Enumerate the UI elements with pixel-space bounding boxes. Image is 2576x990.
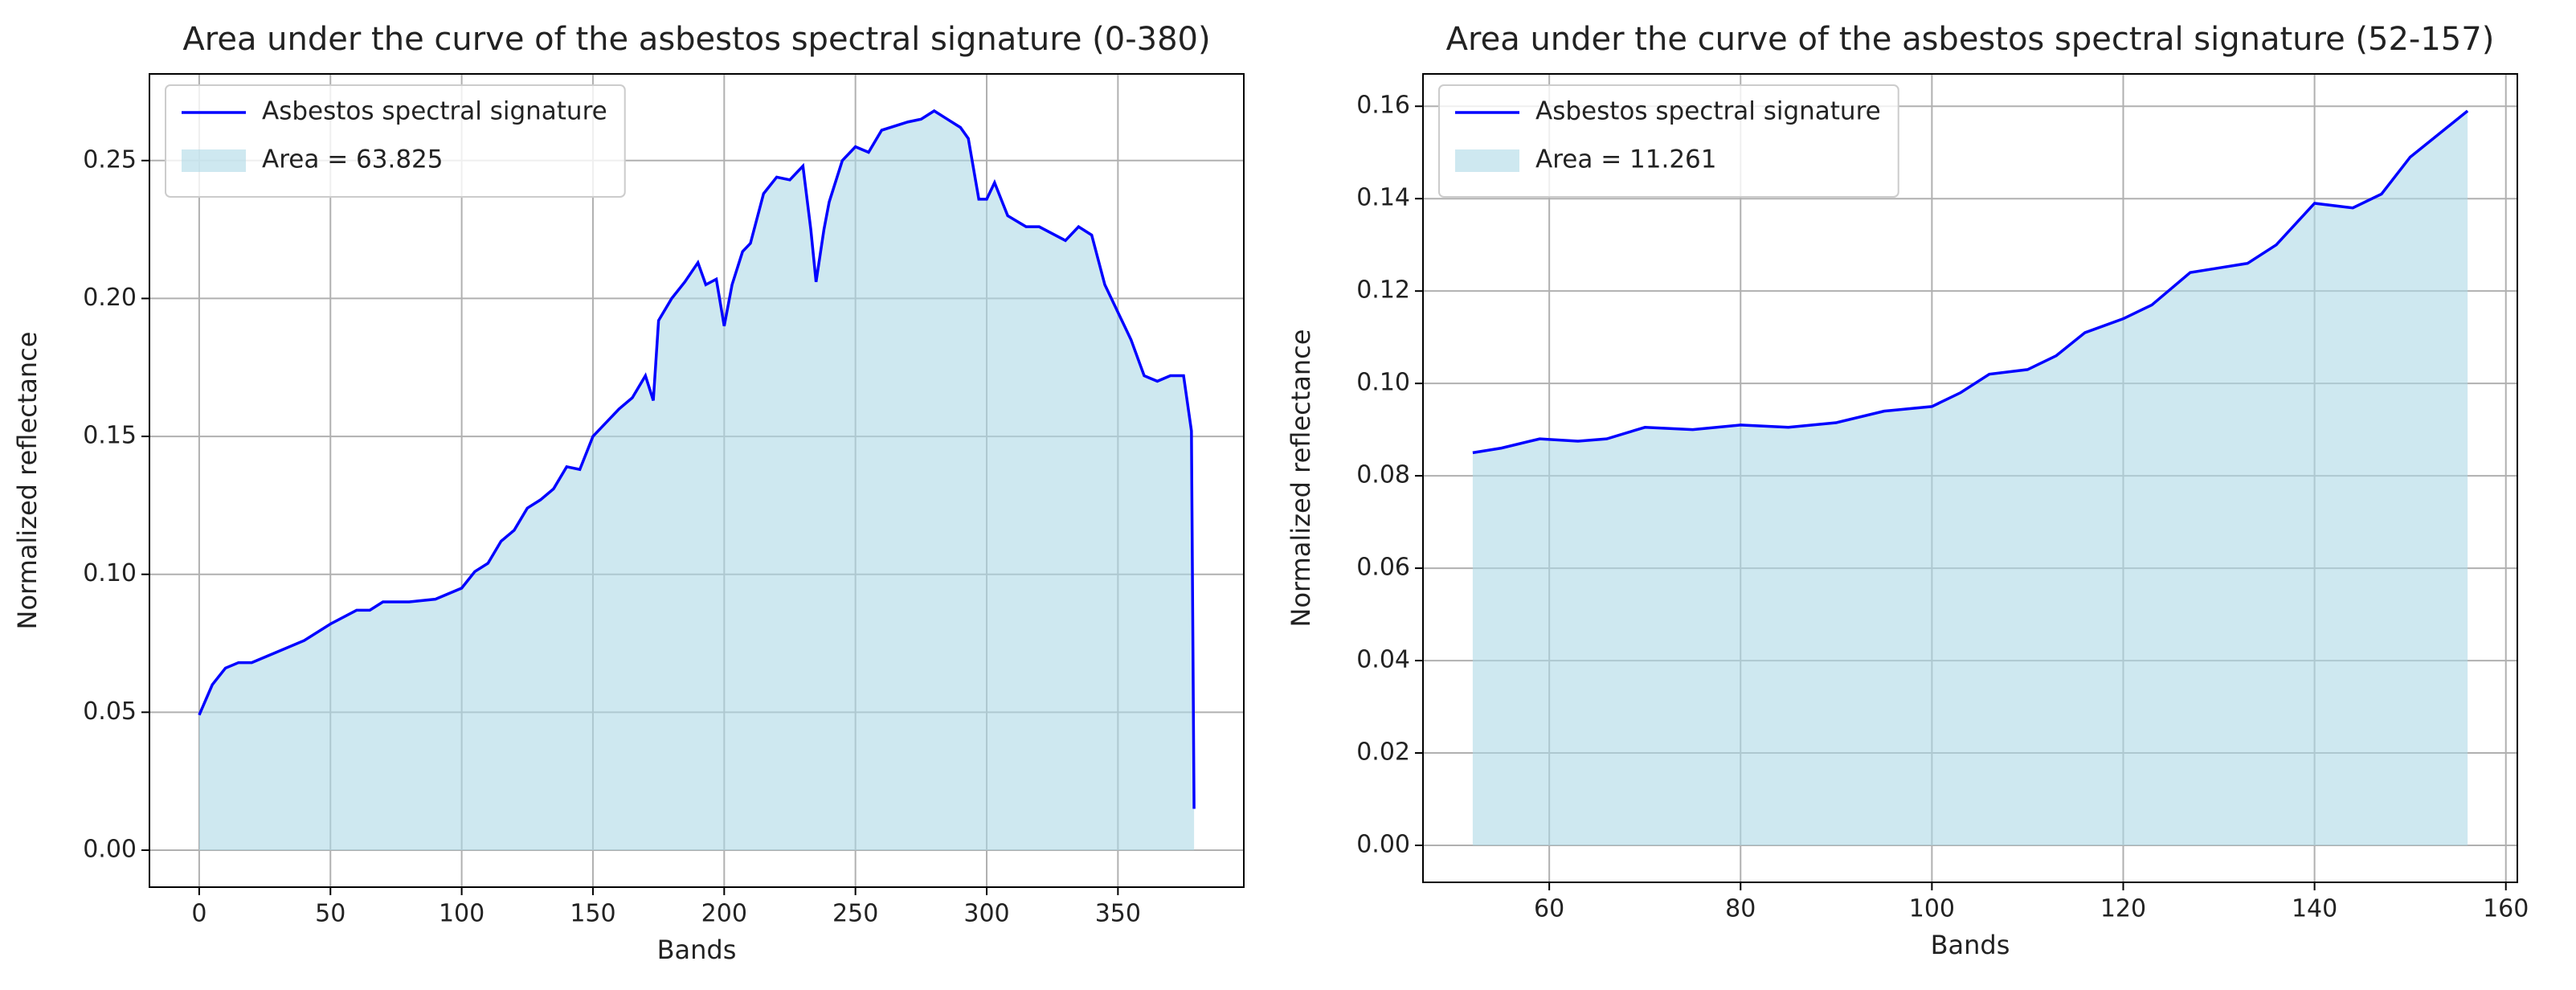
y-tick-label: 0.25 xyxy=(83,145,137,174)
x-tick-label: 50 xyxy=(315,900,346,928)
area xyxy=(198,111,1195,850)
y-tick-label: 0.00 xyxy=(83,836,137,864)
plot-frame xyxy=(149,73,1245,888)
x-tick-label: 100 xyxy=(439,900,485,928)
x-tick-label: 0 xyxy=(191,900,206,928)
y-tick-label: 0.16 xyxy=(1356,92,1410,120)
y-tick-label: 0.06 xyxy=(1356,554,1410,582)
y-tick-label: 0.04 xyxy=(1356,646,1410,674)
x-tick-label: 350 xyxy=(1095,900,1141,928)
x-tick-label: 300 xyxy=(963,900,1009,928)
area xyxy=(1472,110,2468,846)
y-axis-label: Normalized reflectance xyxy=(1286,329,1316,628)
x-tick-label: 150 xyxy=(570,900,615,928)
x-tick-label: 100 xyxy=(1909,895,1955,923)
legend-label: Asbestos spectral signature xyxy=(1535,97,1881,126)
y-tick-label: 0.10 xyxy=(1356,369,1410,397)
y-tick-label: 0.20 xyxy=(83,284,137,312)
y-tick-label: 0.15 xyxy=(83,422,137,450)
chart: 0.00 0.02 0.04 0.06 0.08 0.10 0.12 0.14 0.16 60 80… xyxy=(1286,21,2529,960)
y-tick-label: 0.10 xyxy=(83,559,137,587)
legend-label: Area = 11.261 xyxy=(1535,145,1717,174)
y-tick-label: 0.14 xyxy=(1356,184,1410,212)
legend-frame xyxy=(1438,84,1899,198)
chart-title: Area under the curve of the asbestos spe… xyxy=(1446,21,2495,58)
chart-title: Area under the curve of the asbestos spe… xyxy=(182,21,1210,58)
y-tick-label: 0.02 xyxy=(1356,738,1410,767)
legend: Asbestos spectral signature Area = 63.825 xyxy=(165,84,626,198)
y-tick-label: 0.12 xyxy=(1356,276,1410,305)
x-tick-label: 60 xyxy=(1534,895,1564,923)
x-tick-label: 80 xyxy=(1725,895,1756,923)
y-axis-label: Normalized reflectance xyxy=(12,332,43,630)
legend-label: Area = 63.825 xyxy=(262,145,444,174)
legend-label: Asbestos spectral signature xyxy=(262,97,607,126)
line xyxy=(198,108,1196,809)
line xyxy=(1472,109,2469,455)
y-tick-label: 0.00 xyxy=(1356,831,1410,859)
legend-swatch xyxy=(1455,149,1519,172)
y-tick-label: 0.08 xyxy=(1356,461,1410,489)
x-tick-label: 140 xyxy=(2292,895,2337,923)
legend-swatch xyxy=(182,149,246,172)
y-tick-label: 0.05 xyxy=(83,698,137,726)
plot-frame xyxy=(1422,73,2518,883)
x-tick-label: 250 xyxy=(832,900,878,928)
legend: Asbestos spectral signature Area = 11.261 xyxy=(1438,84,1899,198)
x-axis-label: Bands xyxy=(1931,930,2010,960)
x-tick-label: 200 xyxy=(701,900,747,928)
chart: 0.00 0.05 0.10 0.15 0.20 0.25 0 50 100 150 200 250 3… xyxy=(12,21,1245,965)
x-axis-label: Bands xyxy=(657,935,737,965)
x-tick-label: 120 xyxy=(2100,895,2146,923)
legend-frame xyxy=(165,84,626,198)
x-tick-label: 160 xyxy=(2483,895,2529,923)
